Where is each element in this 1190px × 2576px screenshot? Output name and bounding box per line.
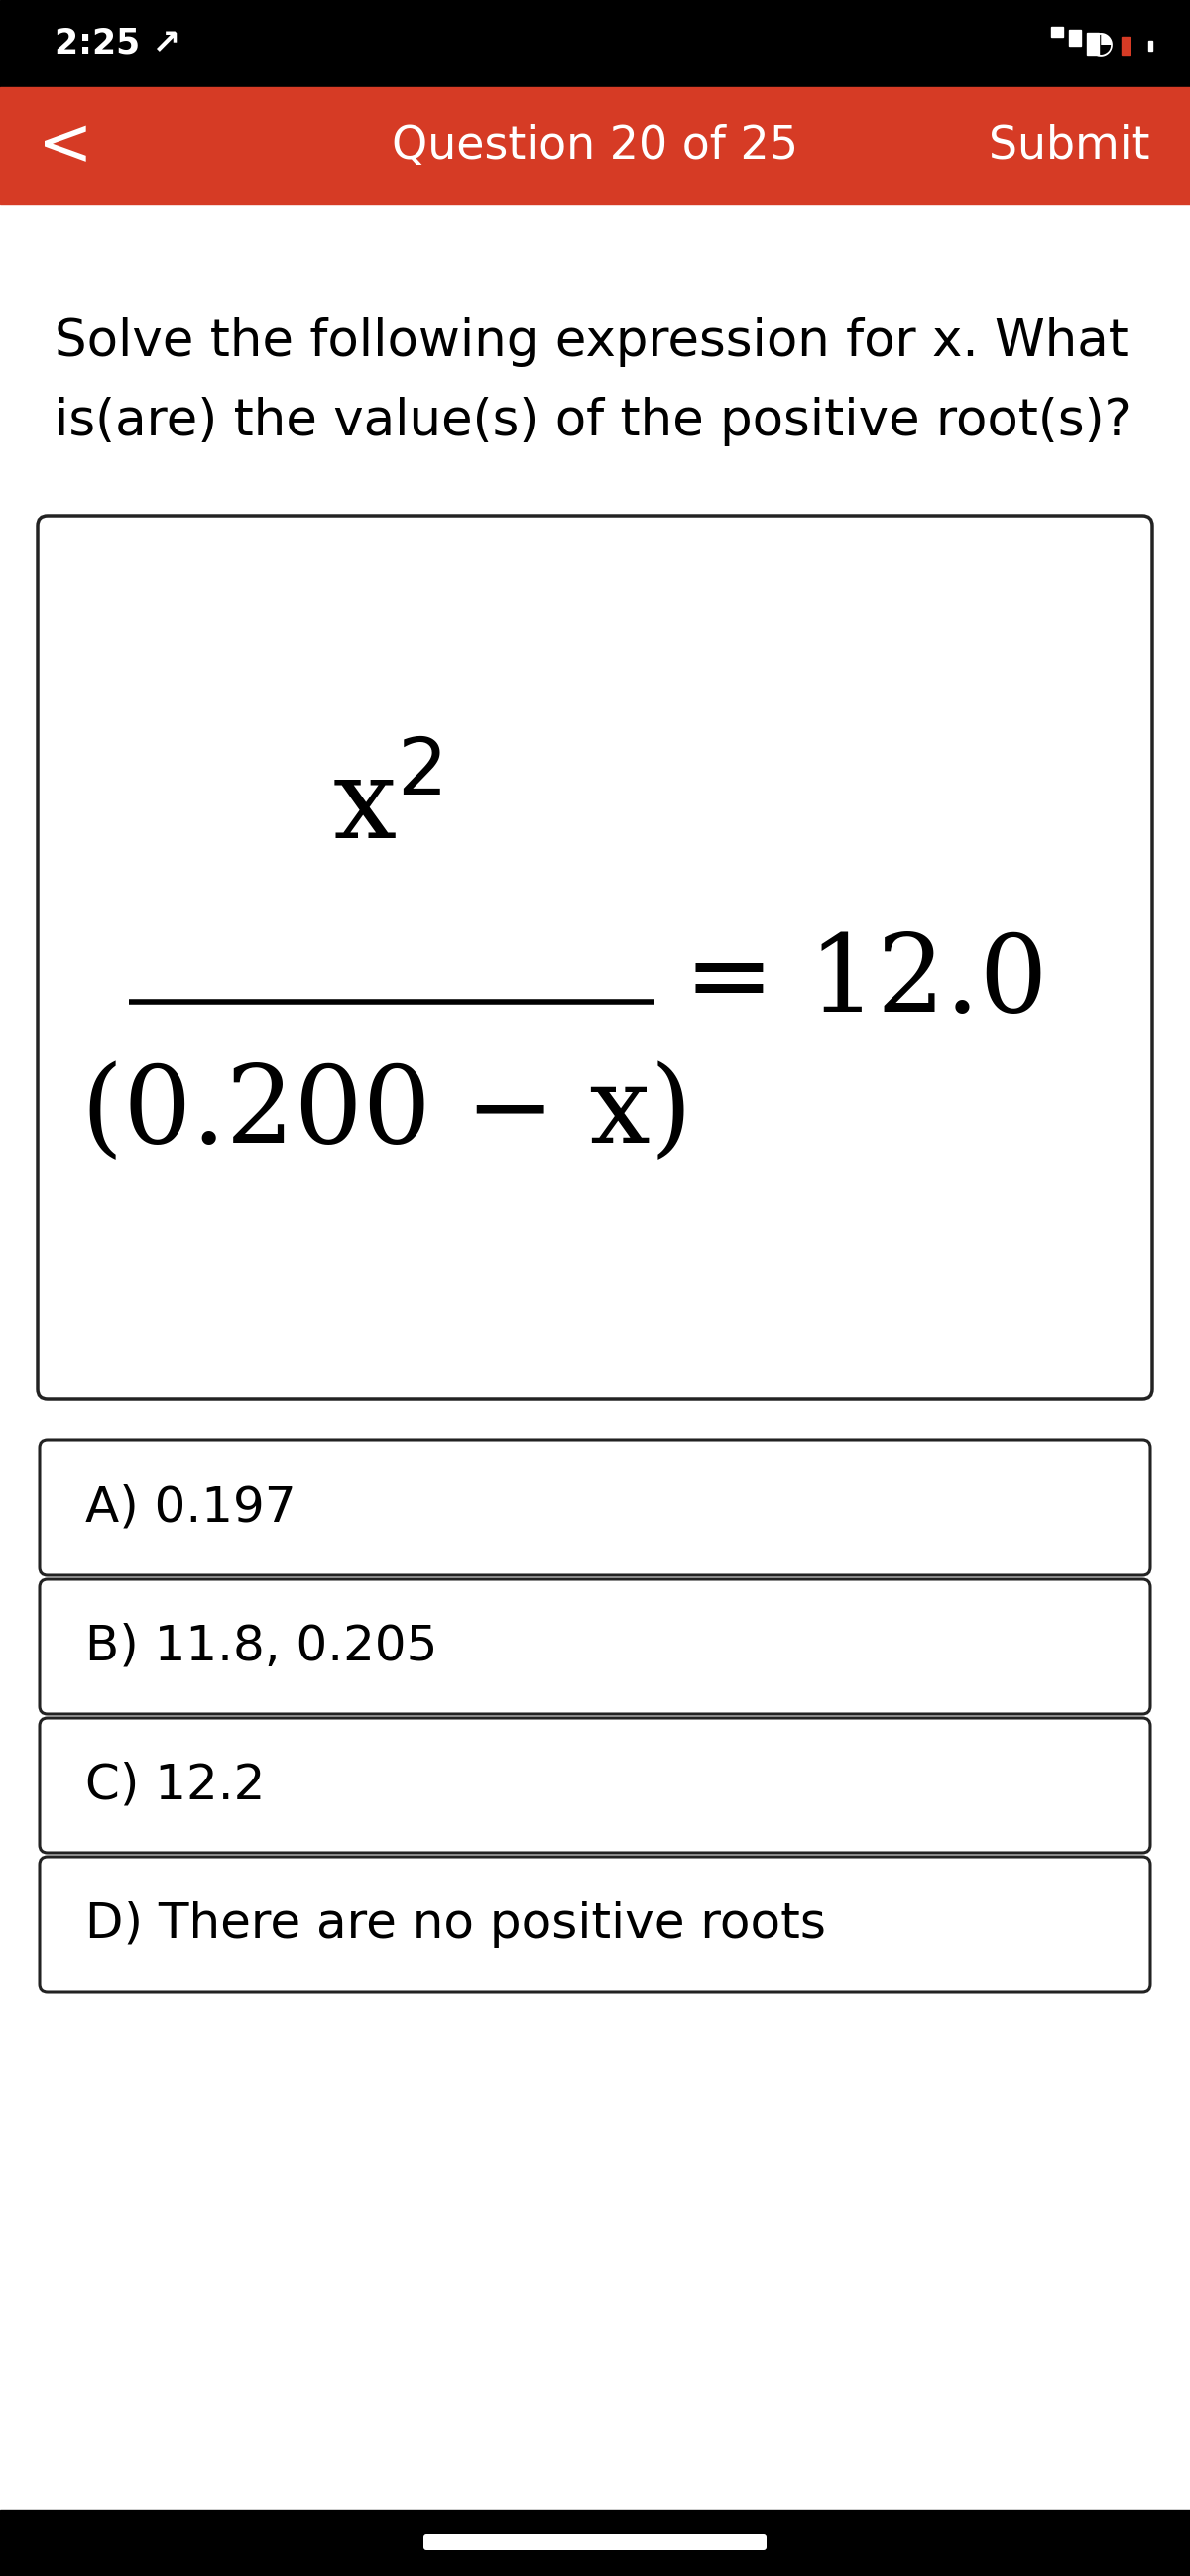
Text: Submit: Submit (989, 124, 1151, 167)
Bar (1148, 41, 1152, 52)
Bar (1069, 31, 1081, 46)
Text: 2:25 ↗: 2:25 ↗ (55, 26, 181, 59)
Text: ◔: ◔ (1088, 28, 1114, 59)
Text: <: < (38, 113, 93, 178)
Bar (1086, 33, 1098, 54)
FancyBboxPatch shape (39, 1440, 1151, 1574)
Text: = 12.0: = 12.0 (684, 930, 1048, 1033)
FancyBboxPatch shape (424, 2535, 766, 2550)
Text: $\mathdefault{x}^2$: $\mathdefault{x}^2$ (332, 752, 441, 863)
Bar (1122, 36, 1129, 54)
Text: Solve the following expression for x. What: Solve the following expression for x. Wh… (55, 317, 1128, 366)
Text: D) There are no positive roots: D) There are no positive roots (86, 1901, 826, 1947)
Text: Question 20 of 25: Question 20 of 25 (392, 124, 798, 167)
Bar (0, 2509, 1190, 2576)
Bar (1121, 36, 1148, 57)
FancyBboxPatch shape (39, 1857, 1151, 1991)
FancyBboxPatch shape (39, 1718, 1151, 1852)
Text: (0.200 − x): (0.200 − x) (81, 1061, 693, 1167)
FancyBboxPatch shape (39, 1579, 1151, 1713)
Text: B) 11.8, 0.205: B) 11.8, 0.205 (86, 1623, 438, 1669)
Bar (0, 88, 1190, 204)
Bar (1051, 26, 1063, 36)
Text: C) 12.2: C) 12.2 (86, 1762, 265, 1808)
Bar (0, 0, 1190, 88)
Text: A) 0.197: A) 0.197 (86, 1484, 296, 1533)
FancyBboxPatch shape (38, 515, 1152, 1399)
Text: is(are) the value(s) of the positive root(s)?: is(are) the value(s) of the positive roo… (55, 397, 1132, 446)
